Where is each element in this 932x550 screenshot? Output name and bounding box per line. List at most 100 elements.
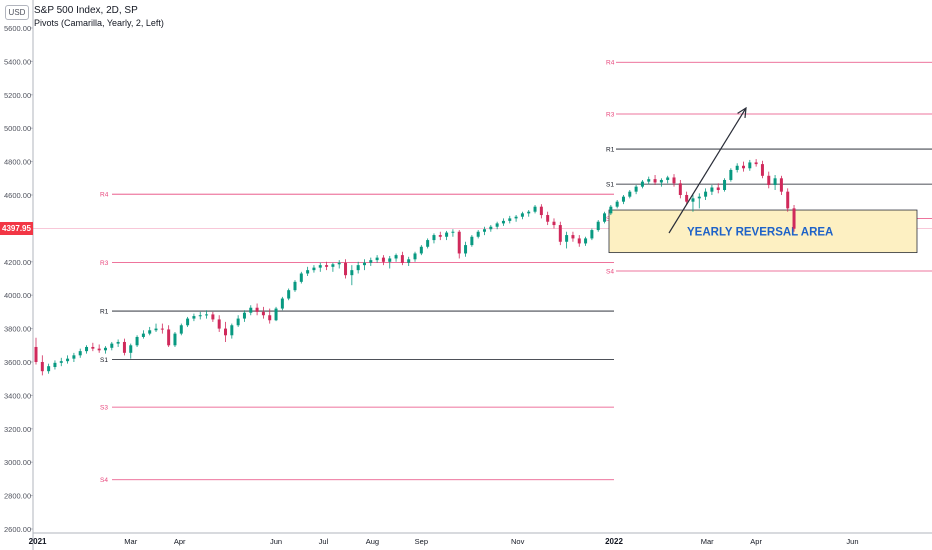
reversal-area-label: YEARLY REVERSAL AREA	[687, 226, 833, 238]
candle-body	[501, 220, 505, 224]
price-tick-label: 4800.00	[4, 158, 31, 167]
candle-body	[767, 175, 771, 185]
candle-body	[438, 235, 442, 237]
candle-body	[325, 265, 329, 267]
pivot-label-r4: R4	[606, 60, 615, 67]
candle-body	[754, 162, 758, 165]
candle-body	[78, 351, 82, 356]
candle-body	[426, 240, 430, 247]
candle-body	[760, 164, 764, 176]
currency-badge[interactable]: USD	[5, 5, 29, 20]
candle-body	[154, 328, 158, 331]
candle-body	[723, 179, 727, 190]
candle-body	[217, 319, 221, 329]
symbol-title[interactable]: S&P 500 Index, 2D, SP	[34, 5, 138, 16]
candle-body	[514, 216, 518, 219]
candle-body	[546, 215, 550, 222]
reversal-area: YEARLY REVERSAL AREA	[608, 209, 918, 254]
candle-body	[230, 325, 234, 336]
time-tick-label: Aug	[366, 537, 379, 546]
candle-body	[476, 231, 480, 237]
candle-body	[255, 307, 259, 312]
pivot-levels: R4R3R1S1S3S4R4R3R1S1S3S4	[33, 60, 932, 484]
candle-body	[268, 315, 272, 321]
candle-body	[571, 235, 575, 239]
candle-body	[211, 314, 215, 320]
candle-body	[198, 315, 202, 317]
time-tick-label: 2021	[29, 537, 47, 546]
candle-body	[419, 246, 423, 254]
candle-body	[249, 307, 253, 313]
indicator-label[interactable]: Pivots (Camarilla, Yearly, 2, Left)	[34, 18, 164, 28]
candle-body	[773, 178, 777, 185]
candle-body	[659, 179, 663, 183]
candle-body	[91, 346, 95, 349]
price-tick-label: 5400.00	[4, 57, 31, 66]
pivot-label-r1: R1	[606, 147, 615, 154]
candle-body	[141, 333, 145, 337]
price-tick-label: 4200.00	[4, 258, 31, 267]
candle-body	[710, 187, 714, 192]
candle-body	[621, 196, 625, 202]
time-tick-label: 2022	[605, 537, 623, 546]
candle-body	[274, 308, 278, 321]
candle-body	[312, 267, 316, 271]
candle-body	[527, 211, 531, 214]
candle-body	[647, 179, 651, 182]
price-axis[interactable]: 5600.00 5400.00 5200.00 5000.00 4800.00 4600.…	[4, 0, 34, 550]
candle-body	[508, 218, 512, 221]
price-tick-label: 5600.00	[4, 24, 31, 33]
arrow-head	[737, 106, 747, 119]
candle-body	[135, 336, 139, 346]
price-tick-label: 4000.00	[4, 291, 31, 300]
candle-body	[590, 230, 594, 239]
candle-body	[350, 270, 354, 276]
candle-body	[299, 273, 303, 282]
candle-body	[748, 162, 752, 169]
candle-body	[628, 191, 632, 197]
arrow-shaft	[668, 107, 747, 234]
candle-body	[634, 186, 638, 192]
candle-body	[129, 345, 133, 353]
candle-body	[533, 206, 537, 212]
candle-body	[375, 257, 379, 261]
time-tick-label: Jul	[319, 537, 329, 546]
candle-body	[306, 270, 310, 274]
candle-body	[287, 290, 291, 299]
candle-body	[236, 318, 240, 326]
candle-body	[192, 316, 196, 319]
candle-body	[451, 231, 455, 233]
pivot-label-r1: R1	[100, 309, 109, 316]
trend-arrow	[668, 106, 747, 234]
candle-body	[495, 223, 499, 227]
time-tick-label: Mar	[701, 537, 714, 546]
time-axis[interactable]: 2021MarAprJunJulAugSepNov2022MarAprJunAu…	[29, 532, 932, 546]
candle-body	[539, 206, 543, 216]
candle-body	[741, 165, 745, 169]
candle-body	[356, 265, 360, 271]
candles	[34, 159, 796, 376]
time-tick-label: Nov	[511, 537, 525, 546]
chart-header: S&P 500 Index, 2D, SP Pivots (Camarilla,…	[34, 4, 164, 29]
candle-body	[577, 238, 581, 244]
candle-body	[122, 341, 126, 353]
candle-body	[685, 195, 689, 202]
pivot-label-s1: S1	[606, 182, 614, 189]
candle-body	[388, 258, 392, 262]
candle-body	[167, 329, 171, 346]
candle-body	[148, 330, 152, 334]
candle-body	[792, 208, 796, 229]
candle-body	[716, 187, 720, 190]
candle-body	[116, 341, 120, 344]
candle-body	[242, 312, 246, 319]
candle-body	[786, 191, 790, 209]
pivot-label-r4: R4	[100, 192, 109, 199]
candle-body	[179, 325, 183, 334]
candle-body	[552, 221, 556, 226]
candle-body	[666, 177, 670, 180]
price-tick-label: 2800.00	[4, 492, 31, 501]
price-tick-label: 3000.00	[4, 458, 31, 467]
pivot-label-s4: S4	[606, 268, 614, 275]
candle-body	[779, 178, 783, 192]
